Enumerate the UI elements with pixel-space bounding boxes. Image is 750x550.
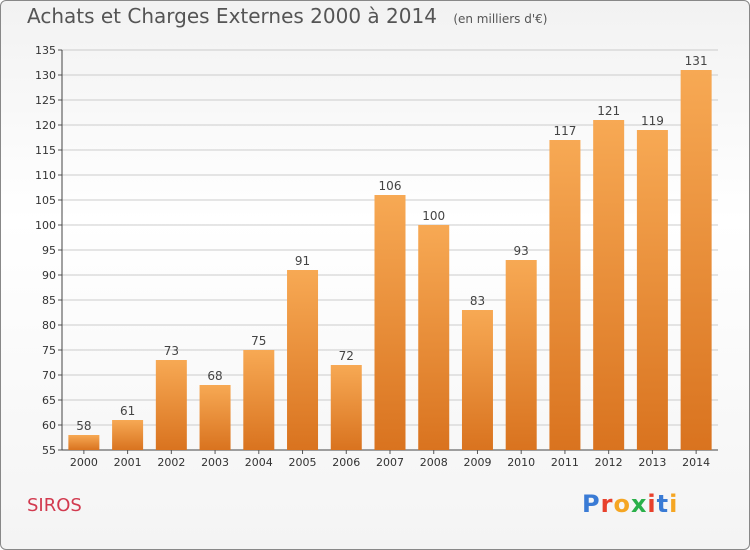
x-tick-label: 2006 (332, 456, 360, 469)
y-tick-label: 90 (42, 269, 56, 282)
y-tick-label: 55 (42, 444, 56, 457)
chart-subtitle: (en milliers d'€) (453, 12, 548, 26)
x-tick-label: 2001 (114, 456, 142, 469)
bar-2010 (505, 260, 537, 450)
x-tick-label: 2005 (289, 456, 317, 469)
logo-letter: t (656, 490, 670, 518)
x-tick-label: 2012 (595, 456, 623, 469)
bar-2009 (461, 310, 493, 450)
y-tick-label: 100 (35, 219, 56, 232)
bar-2006 (330, 365, 362, 450)
bar-2001 (112, 420, 144, 450)
data-label-2000: 58 (76, 419, 91, 433)
bar-2013 (636, 130, 668, 450)
x-tick-label: 2007 (376, 456, 404, 469)
x-tick-label: 2010 (507, 456, 535, 469)
data-label-2004: 75 (251, 334, 266, 348)
x-tick-label: 2008 (420, 456, 448, 469)
chart-title-text: Achats et Charges Externes 2000 à 2014 (27, 4, 437, 28)
y-tick-label: 135 (35, 44, 56, 57)
y-tick-label: 115 (35, 144, 56, 157)
x-tick-label: 2013 (638, 456, 666, 469)
y-tick-label: 125 (35, 94, 56, 107)
y-tick-label: 65 (42, 394, 56, 407)
y-tick-label: 105 (35, 194, 56, 207)
data-label-2007: 106 (379, 179, 402, 193)
x-tick-label: 2000 (70, 456, 98, 469)
data-label-2005: 91 (295, 254, 310, 268)
y-tick-label: 60 (42, 419, 56, 432)
data-label-2014: 131 (685, 54, 708, 68)
data-label-2002: 73 (164, 344, 179, 358)
bars (68, 70, 712, 450)
y-tick-label: 75 (42, 344, 56, 357)
data-label-2010: 93 (514, 244, 529, 258)
logo-letter: x (630, 490, 648, 518)
bar-2012 (593, 120, 625, 450)
data-label-2009: 83 (470, 294, 485, 308)
data-labels: 58 61 73 68 75 91 72 106 100 83 93 117 121 119 131 (76, 54, 707, 433)
logo-letter: i (647, 490, 657, 518)
bar-2000 (68, 435, 100, 450)
y-tick-label: 120 (35, 119, 56, 132)
bar-2008 (418, 225, 450, 450)
logo-letter: r (600, 490, 614, 518)
data-label-2001: 61 (120, 404, 135, 418)
bar-2014 (680, 70, 712, 450)
logo-letter: P (582, 490, 601, 518)
y-tick-label: 95 (42, 244, 56, 257)
data-label-2008: 100 (422, 209, 445, 223)
x-tick-label: 2011 (551, 456, 579, 469)
y-tick-label: 70 (42, 369, 56, 382)
x-tick-label: 2002 (157, 456, 185, 469)
y-tick-label: 110 (35, 169, 56, 182)
data-label-2003: 68 (207, 369, 222, 383)
bar-2011 (549, 140, 581, 450)
x-tick-label: 2009 (463, 456, 491, 469)
data-label-2011: 117 (553, 124, 576, 138)
logo-letter: o (613, 490, 631, 518)
place-label: SIROS (27, 495, 82, 516)
data-label-2013: 119 (641, 114, 664, 128)
logo-letter: i (669, 490, 679, 518)
x-tick-label: 2004 (245, 456, 273, 469)
proxiti-logo[interactable]: Proxiti (582, 490, 678, 518)
data-label-2012: 121 (597, 104, 620, 118)
bar-2004 (243, 350, 275, 450)
bar-2005 (287, 270, 319, 450)
x-tick-label: 2003 (201, 456, 229, 469)
chart-title: Achats et Charges Externes 2000 à 2014 (… (27, 4, 547, 28)
y-tick-label: 85 (42, 294, 56, 307)
y-tick-label: 80 (42, 319, 56, 332)
y-tick-label: 130 (35, 69, 56, 82)
bar-2007 (374, 195, 406, 450)
bar-2003 (199, 385, 231, 450)
bar-2002 (155, 360, 187, 450)
data-label-2006: 72 (339, 349, 354, 363)
x-tick-label: 2014 (682, 456, 710, 469)
